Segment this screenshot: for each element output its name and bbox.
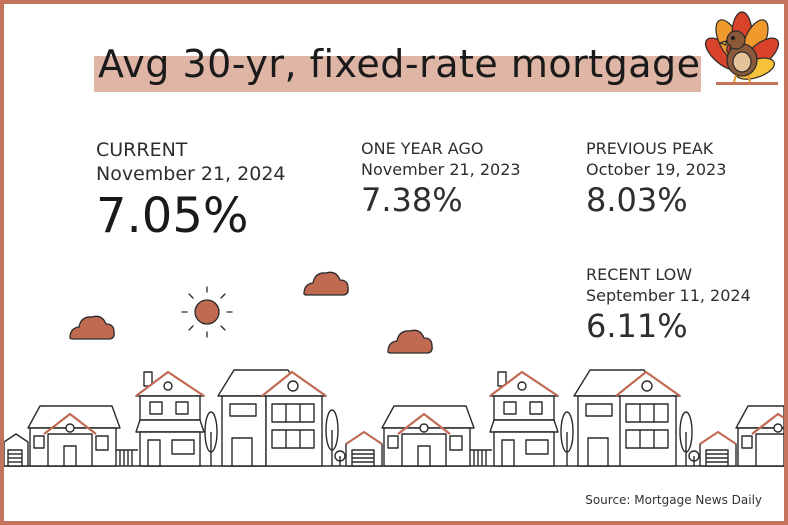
tree-icon <box>204 411 218 466</box>
previous-peak-label: PREVIOUS PEAK <box>586 139 714 158</box>
tree-icon <box>325 409 339 466</box>
cloud-icon <box>69 271 433 354</box>
source-caption: Source: Mortgage News Daily <box>585 493 762 507</box>
title-highlight <box>94 56 701 92</box>
previous-peak-rate: 8.03% <box>586 181 688 219</box>
turkey-icon <box>704 11 780 85</box>
current-label: CURRENT <box>96 139 188 161</box>
recent-low-date: September 11, 2024 <box>586 286 751 305</box>
tree-icon <box>560 411 574 466</box>
page-title: Avg 30-yr, fixed-rate mortgage <box>98 42 701 86</box>
house-icon <box>135 370 205 467</box>
house-icon <box>217 369 327 467</box>
neighborhood-illustration <box>4 271 784 467</box>
sun-icon <box>181 286 233 338</box>
previous-peak-block: PREVIOUS PEAK October 19, 2023 8.03% <box>586 138 726 219</box>
house-icon <box>345 431 383 467</box>
recent-low-label: RECENT LOW <box>586 265 693 284</box>
tree-icon <box>679 411 693 466</box>
current-rate: 7.05% <box>96 188 249 244</box>
year-ago-date: November 21, 2023 <box>361 160 521 179</box>
house-icon <box>4 433 29 467</box>
tree-icon <box>688 450 700 466</box>
year-ago-block: ONE YEAR AGO November 21, 2023 7.38% <box>361 138 521 219</box>
house-icon <box>573 369 681 467</box>
house-icon <box>381 405 475 467</box>
recent-low-block: RECENT LOW September 11, 2024 6.11% <box>586 264 751 345</box>
house-icon <box>735 405 784 467</box>
house-icon <box>699 431 737 467</box>
current-rate-block: CURRENT November 21, 2024 7.05% <box>96 138 286 244</box>
houses-row <box>4 369 784 467</box>
recent-low-rate: 6.11% <box>586 307 688 345</box>
year-ago-rate: 7.38% <box>361 181 463 219</box>
tree-icon <box>334 450 346 466</box>
year-ago-label: ONE YEAR AGO <box>361 139 484 158</box>
fence-icon <box>470 449 492 466</box>
current-date: November 21, 2024 <box>96 163 286 185</box>
fence-icon <box>116 449 138 466</box>
house-icon <box>27 405 121 467</box>
previous-peak-date: October 19, 2023 <box>586 160 727 179</box>
house-icon <box>489 370 559 467</box>
